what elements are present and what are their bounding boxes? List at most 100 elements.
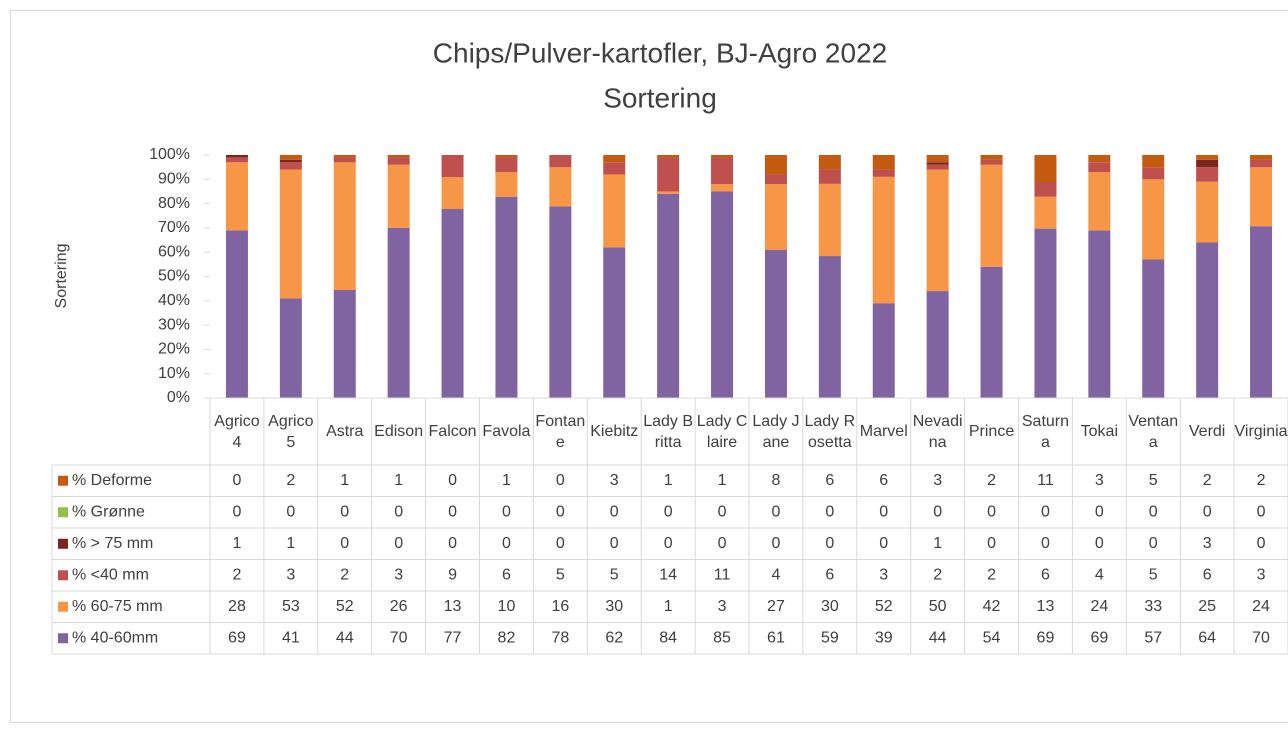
bar-segment — [980, 159, 1003, 165]
x-tick-label: Agrico 5 — [268, 412, 314, 451]
x-tick-label: Nevadina — [912, 412, 963, 451]
table-value: 3 — [1095, 472, 1104, 489]
table-value: 30 — [821, 598, 839, 615]
table-value: 10 — [498, 598, 516, 615]
table-value: 84 — [659, 629, 677, 646]
x-tick-label: Falcon — [428, 423, 477, 440]
table-value: 0 — [825, 503, 834, 520]
y-tick-label: 50% — [158, 268, 190, 285]
bar-segment — [1196, 242, 1219, 398]
bar-segment — [279, 162, 302, 170]
table-value: 0 — [879, 503, 888, 520]
x-tick-label: Saturna — [1021, 412, 1070, 451]
table-value: 50 — [929, 598, 947, 615]
table-value: 3 — [1257, 566, 1266, 583]
table-value: 1 — [340, 472, 349, 489]
table-value: 2 — [1257, 472, 1266, 489]
bar-segment — [387, 227, 410, 398]
table-value: 0 — [879, 535, 888, 552]
category-cell: Astra — [326, 423, 363, 440]
table-value: 0 — [556, 535, 565, 552]
legend-key — [58, 570, 68, 581]
bar-segment — [1196, 155, 1219, 160]
table-value: 0 — [933, 503, 942, 520]
x-tick-label: Prince — [968, 423, 1015, 440]
table-value: 2 — [987, 472, 996, 489]
bar-segment — [926, 155, 949, 163]
table-value: 64 — [1198, 629, 1216, 646]
table-value: 0 — [232, 472, 241, 489]
table-value: 0 — [502, 503, 511, 520]
table-value: 85 — [713, 629, 731, 646]
chart-subtitle: Sortering — [603, 82, 717, 113]
category-cell: Ventana — [1128, 413, 1178, 451]
legend-label: % 60-75 mm — [72, 598, 163, 615]
bar-segment — [333, 162, 356, 290]
category-cell: Verdi — [1189, 423, 1225, 440]
table-value: 1 — [664, 472, 673, 489]
table-value: 25 — [1198, 598, 1216, 615]
y-tick-label: 90% — [158, 171, 190, 188]
table-value: 6 — [825, 566, 834, 583]
table-value: 0 — [1095, 535, 1104, 552]
legend-key — [58, 538, 68, 549]
legend-label: % <40 mm — [72, 566, 149, 583]
table-value: 78 — [551, 629, 569, 646]
x-tick-label: Lady Claire — [696, 412, 748, 451]
table-value: 70 — [1252, 629, 1270, 646]
legend-label: % Deforme — [72, 472, 152, 489]
bar-segment — [1034, 182, 1057, 197]
category-cell: Tokai — [1081, 423, 1118, 440]
table-value: 3 — [610, 472, 619, 489]
bar-segment — [495, 196, 518, 398]
table-value: 1 — [664, 598, 673, 615]
table-value: 3 — [286, 566, 295, 583]
table-value: 6 — [502, 566, 511, 583]
table-value: 0 — [610, 503, 619, 520]
table-value: 0 — [771, 503, 780, 520]
bar-segment — [980, 164, 1003, 267]
bar-segment — [333, 290, 356, 398]
category-cell: Prince — [968, 423, 1015, 440]
y-tick-label: 20% — [158, 341, 190, 358]
y-tick-label: 100% — [149, 146, 190, 163]
bar-segment — [1142, 167, 1165, 180]
category-cell: Nevadina — [912, 412, 963, 451]
table-value: 0 — [286, 503, 295, 520]
y-tick-label: 40% — [158, 292, 190, 309]
table-value: 0 — [1257, 535, 1266, 552]
bar-segment — [603, 162, 626, 175]
category-cell: Virginia — [1235, 423, 1288, 440]
bar-segment — [926, 291, 949, 398]
table-value: 3 — [1203, 535, 1212, 552]
table-value: 1 — [718, 472, 727, 489]
bar-segment — [872, 155, 895, 170]
table-value: 42 — [983, 598, 1001, 615]
table-value: 69 — [228, 629, 246, 646]
table-value: 2 — [933, 566, 942, 583]
bar-segment — [764, 249, 787, 398]
y-axis-label: Sortering — [53, 244, 70, 309]
legend-label: % > 75 mm — [72, 535, 153, 552]
bar-segment — [1034, 228, 1057, 398]
table-value: 69 — [1037, 629, 1055, 646]
legend-label: % Grønne — [72, 503, 145, 520]
table-value: 16 — [551, 598, 569, 615]
bar-segment — [279, 155, 302, 160]
bar-segment — [1196, 181, 1219, 243]
y-tick-label: 0% — [167, 389, 190, 406]
table-value: 33 — [1144, 598, 1162, 615]
bar-segment — [1196, 167, 1219, 182]
bar-segment — [225, 157, 248, 163]
table-value: 39 — [875, 629, 893, 646]
legend-key — [58, 507, 68, 518]
bar-segment — [980, 155, 1003, 160]
table-value: 77 — [444, 629, 462, 646]
table-value: 0 — [232, 503, 241, 520]
y-tick-label: 70% — [158, 219, 190, 236]
bar-segment — [549, 167, 572, 207]
table-value: 3 — [394, 566, 403, 583]
x-tick-label: Kiebitz — [590, 423, 639, 440]
category-cell: Fontane — [535, 413, 585, 451]
table-value: 0 — [394, 503, 403, 520]
